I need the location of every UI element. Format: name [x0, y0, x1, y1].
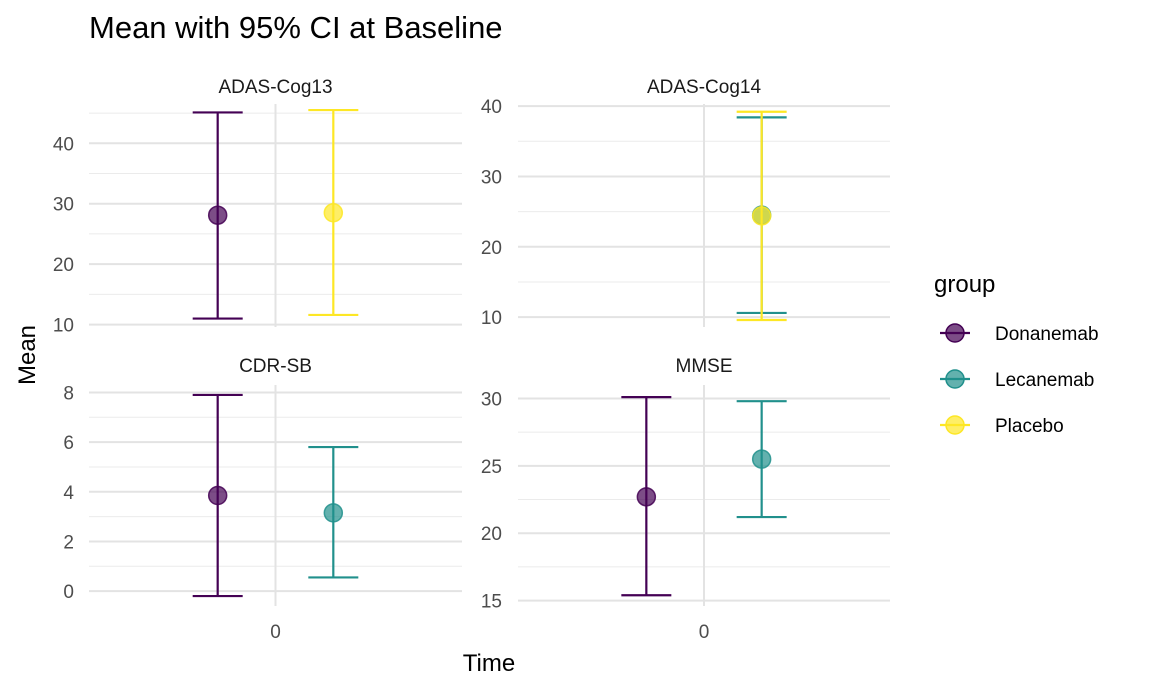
y-tick-label: 30 — [53, 195, 74, 216]
mean-point-placebo — [751, 206, 772, 226]
legend-label-lecanemab: Lecanemab — [995, 370, 1094, 391]
facet-panel-adas-cog13: 10 20 30 40 ADAS-Cog13 — [53, 77, 462, 337]
x-tick-label: 0 — [270, 622, 281, 643]
x-axis-title: Time — [463, 650, 515, 677]
legend-label-donanemab: Donanemab — [995, 324, 1099, 345]
y-tick-label: 40 — [53, 134, 74, 155]
mean-point-donanemab — [636, 487, 657, 507]
y-tick-label: 20 — [481, 238, 502, 259]
facet-label: MMSE — [676, 356, 733, 377]
mean-point-donanemab — [207, 205, 228, 225]
y-tick-label: 8 — [63, 383, 74, 404]
legend: group Donanemab Lecanemab Placebo — [934, 271, 1099, 437]
y-tick-label: 20 — [481, 524, 502, 545]
y-tick-label: 40 — [481, 97, 502, 118]
y-tick-label: 30 — [481, 167, 502, 188]
facet-panel-cdr-sb: 0 2 4 6 8 CDR-SB 0 — [63, 356, 462, 643]
facet-panel-adas-cog14: 10 20 30 40 ADAS-Cog14 — [481, 77, 890, 329]
facet-label: ADAS-Cog14 — [647, 77, 761, 98]
y-tick-label: 25 — [481, 457, 502, 478]
y-tick-label: 10 — [53, 316, 74, 337]
y-tick-label: 2 — [63, 532, 74, 553]
y-tick-label: 0 — [63, 582, 74, 603]
mean-point-placebo — [323, 203, 344, 223]
legend-key-point-placebo — [945, 415, 965, 435]
facet-label: CDR-SB — [239, 356, 312, 377]
mean-point-lecanemab — [751, 449, 772, 469]
mean-point-lecanemab — [323, 503, 344, 523]
facet-panel-mmse: 15 20 25 30 MMSE 0 — [481, 356, 890, 643]
legend-key-point-lecanemab — [945, 369, 965, 389]
y-tick-label: 4 — [63, 483, 74, 504]
legend-title: group — [934, 271, 995, 298]
chart-title: Mean with 95% CI at Baseline — [89, 10, 503, 45]
y-axis-title: Mean — [14, 325, 41, 385]
legend-key-point-donanemab — [945, 323, 965, 343]
legend-label-placebo: Placebo — [995, 416, 1064, 437]
y-tick-label: 30 — [481, 389, 502, 410]
x-tick-label: 0 — [699, 622, 710, 643]
y-tick-label: 6 — [63, 433, 74, 454]
y-tick-label: 10 — [481, 308, 502, 329]
mean-point-donanemab — [207, 485, 228, 506]
facet-label: ADAS-Cog13 — [218, 77, 332, 98]
y-tick-label: 15 — [481, 592, 502, 613]
y-tick-label: 20 — [53, 255, 74, 276]
